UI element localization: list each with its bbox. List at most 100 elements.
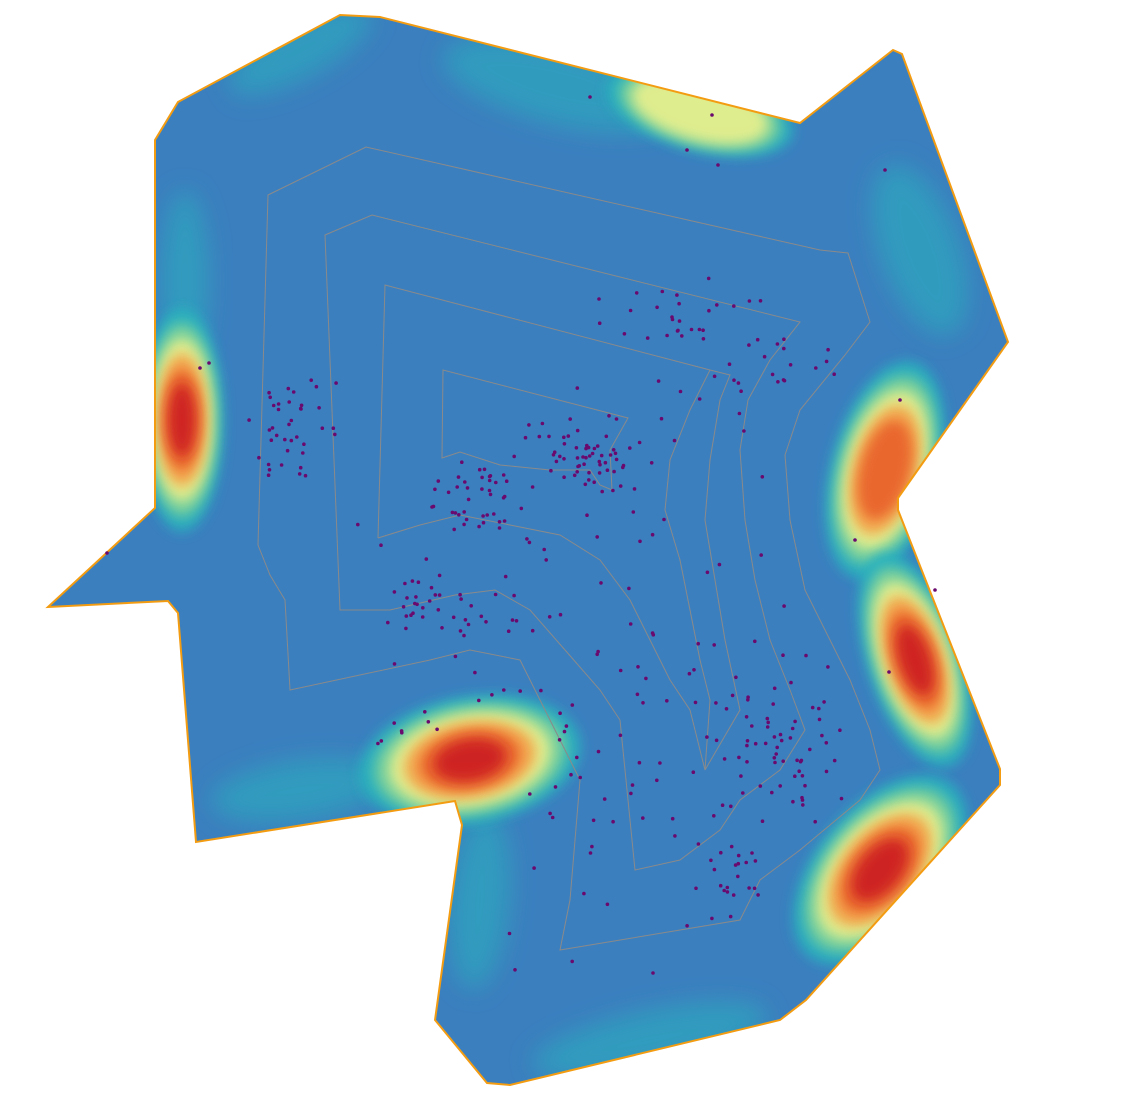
- scatter-point: [637, 760, 642, 765]
- right-lower-hotspot: [792, 774, 968, 966]
- scatter-point: [765, 716, 770, 721]
- scatter-point: [539, 688, 543, 693]
- scatter-point: [576, 464, 580, 469]
- left-edge-hotspot-level-6: [168, 383, 196, 457]
- scatter-point: [523, 435, 528, 440]
- scatter-point: [737, 755, 741, 760]
- scatter-point: [798, 759, 803, 764]
- scatter-point: [459, 597, 463, 601]
- scatter-point: [696, 842, 701, 846]
- scatter-point: [772, 756, 777, 760]
- scatter-point: [758, 784, 763, 788]
- scatter-point: [712, 867, 717, 872]
- scatter-point: [772, 686, 777, 691]
- scatter-point: [732, 378, 736, 383]
- scatter-point: [709, 858, 713, 863]
- scatter-point: [501, 473, 506, 477]
- scatter-point: [477, 467, 482, 472]
- scatter-point: [731, 893, 736, 897]
- scatter-point: [420, 615, 425, 619]
- scatter-point: [599, 581, 603, 585]
- scatter-point: [544, 558, 548, 562]
- scatter-point: [595, 535, 599, 539]
- scatter-point: [603, 460, 608, 465]
- scatter-point: [763, 741, 768, 746]
- scatter-point: [530, 628, 535, 633]
- scatter-point: [301, 451, 305, 455]
- scatter-point: [247, 418, 251, 422]
- scatter-point: [824, 769, 829, 774]
- contour-3: [377, 284, 741, 771]
- scatter-point: [550, 815, 555, 820]
- scatter-point: [631, 510, 636, 514]
- scatter-point: [514, 619, 519, 623]
- scatter-point: [503, 574, 508, 579]
- scatter-point: [513, 968, 517, 972]
- scatter-point: [497, 526, 502, 530]
- scatter-point: [791, 799, 795, 804]
- scatter-point: [587, 478, 591, 482]
- band-halo-5: [210, 757, 390, 823]
- scatter-point: [725, 890, 730, 894]
- scatter-point: [568, 417, 572, 421]
- scatter-point: [776, 380, 780, 384]
- scatter-point: [502, 688, 506, 692]
- scatter-point: [276, 402, 281, 406]
- scatter-point: [722, 757, 727, 761]
- scatter-point: [660, 289, 665, 294]
- scatter-point: [611, 819, 615, 824]
- scatter-point: [775, 745, 779, 750]
- scatter-point: [680, 334, 684, 338]
- scatter-point: [632, 487, 637, 491]
- scatter-point: [356, 522, 360, 527]
- scatter-point: [482, 467, 487, 472]
- scatter-point: [696, 641, 700, 646]
- right-middle-hotspot-level-6: [896, 625, 934, 695]
- scatter-point: [618, 668, 623, 673]
- scatter-point: [562, 475, 566, 480]
- scatter-point: [497, 520, 502, 524]
- scatter-point: [789, 680, 793, 685]
- scatter-point: [512, 593, 516, 598]
- scatter-point: [426, 720, 431, 724]
- scatter-point: [463, 618, 468, 622]
- scatter-point: [587, 470, 591, 475]
- scatter-point: [547, 615, 552, 619]
- scatter-point: [527, 540, 532, 545]
- scatter-point: [614, 457, 619, 462]
- scatter-point: [634, 291, 639, 295]
- scatter-point: [779, 738, 784, 743]
- scatter-point: [274, 433, 279, 438]
- scatter-point: [765, 725, 770, 729]
- scatter-point: [707, 308, 711, 313]
- scatter-point: [436, 608, 441, 612]
- scatter-point: [570, 703, 575, 707]
- scatter-point: [803, 783, 807, 788]
- scatter-point: [504, 479, 509, 484]
- scatter-point: [797, 769, 801, 773]
- left-edge-hotspot: [140, 308, 224, 532]
- scatter-point: [562, 729, 567, 734]
- scatter-point: [477, 524, 481, 529]
- scatter-point: [758, 299, 763, 303]
- scatter-point: [697, 327, 702, 332]
- bottom-notch-hotspot-level-6: [434, 738, 506, 782]
- scatter-point: [557, 738, 562, 742]
- scatter-point: [553, 785, 558, 789]
- scatter-point: [416, 580, 421, 584]
- scatter-point: [582, 462, 586, 467]
- scatter-point: [752, 886, 757, 891]
- scatter-point: [712, 374, 717, 379]
- scatter-point: [473, 670, 477, 675]
- scatter-point: [611, 448, 616, 452]
- scatter-point: [460, 460, 464, 465]
- scatter-point: [689, 327, 694, 332]
- scatter-point: [727, 362, 732, 367]
- scatter-point: [705, 735, 709, 739]
- scatter-point: [481, 514, 485, 518]
- scatter-point: [627, 586, 631, 591]
- scatter-point: [462, 522, 466, 527]
- scatter-point: [795, 758, 799, 763]
- scatter-point: [773, 760, 777, 765]
